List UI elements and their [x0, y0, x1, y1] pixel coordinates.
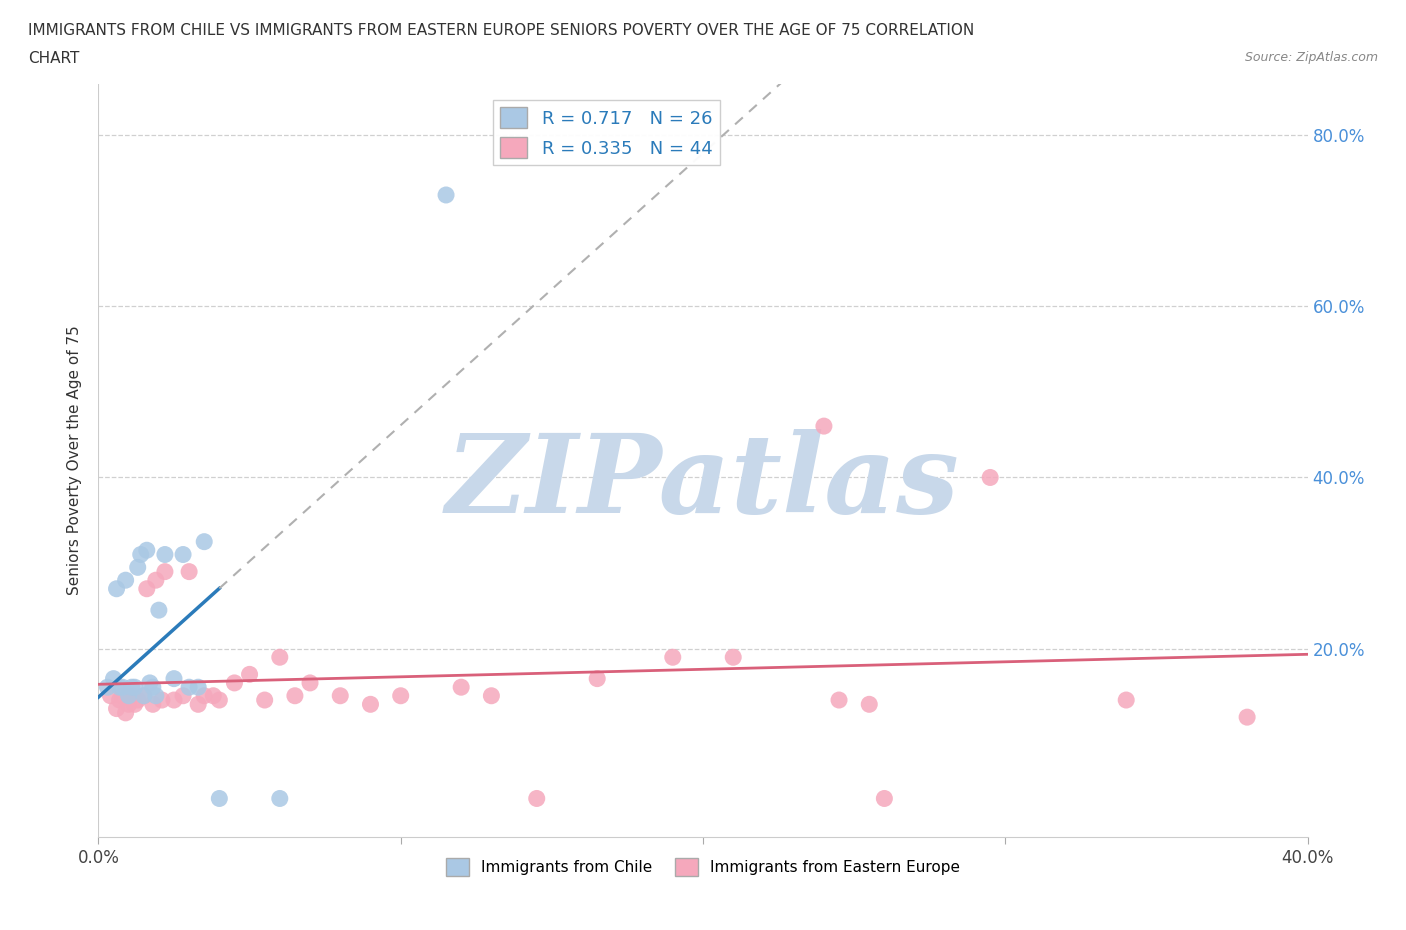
Point	[187, 697, 209, 711]
Point	[108, 693, 131, 708]
Point	[172, 688, 194, 703]
Point	[114, 573, 136, 588]
Point	[172, 547, 194, 562]
Point	[269, 650, 291, 665]
Point	[434, 188, 457, 203]
Point	[145, 573, 167, 588]
Point	[299, 675, 322, 690]
Point	[148, 603, 170, 618]
Point	[389, 688, 412, 703]
Point	[135, 581, 157, 596]
Point	[96, 680, 118, 695]
Point	[111, 680, 134, 695]
Point	[208, 693, 231, 708]
Point	[723, 650, 745, 665]
Point	[121, 680, 143, 695]
Point	[1115, 693, 1137, 708]
Point	[132, 688, 155, 703]
Point	[858, 697, 880, 711]
Point	[145, 688, 167, 703]
Point	[873, 791, 896, 806]
Point	[127, 560, 149, 575]
Point	[193, 688, 215, 703]
Point	[526, 791, 548, 806]
Point	[105, 581, 128, 596]
Point	[187, 680, 209, 695]
Point	[142, 680, 165, 695]
Point	[360, 697, 382, 711]
Text: ZIPatlas: ZIPatlas	[446, 430, 960, 537]
Point	[224, 675, 246, 690]
Point	[179, 565, 201, 579]
Y-axis label: Seniors Poverty Over the Age of 75: Seniors Poverty Over the Age of 75	[67, 326, 83, 595]
Point	[239, 667, 262, 682]
Point	[813, 418, 835, 433]
Point	[163, 671, 186, 686]
Point	[142, 697, 165, 711]
Point	[129, 547, 152, 562]
Point	[105, 701, 128, 716]
Point	[329, 688, 352, 703]
Point	[202, 688, 225, 703]
Point	[118, 697, 141, 711]
Point	[132, 688, 155, 703]
Point	[661, 650, 683, 665]
Point	[127, 693, 149, 708]
Point	[114, 706, 136, 721]
Point	[103, 671, 125, 686]
Text: Source: ZipAtlas.com: Source: ZipAtlas.com	[1244, 51, 1378, 64]
Point	[828, 693, 851, 708]
Point	[153, 565, 176, 579]
Point	[1236, 710, 1258, 724]
Point	[979, 470, 1001, 485]
Point	[163, 693, 186, 708]
Point	[100, 688, 122, 703]
Point	[139, 675, 162, 690]
Point	[284, 688, 307, 703]
Point	[153, 547, 176, 562]
Point	[111, 688, 134, 703]
Point	[135, 543, 157, 558]
Point	[150, 693, 173, 708]
Point	[193, 534, 215, 549]
Point	[253, 693, 276, 708]
Text: CHART: CHART	[28, 51, 80, 66]
Point	[586, 671, 609, 686]
Point	[179, 680, 201, 695]
Point	[118, 688, 141, 703]
Point	[124, 680, 146, 695]
Point	[124, 697, 146, 711]
Legend: Immigrants from Chile, Immigrants from Eastern Europe: Immigrants from Chile, Immigrants from E…	[440, 852, 966, 882]
Point	[269, 791, 291, 806]
Point	[450, 680, 472, 695]
Text: IMMIGRANTS FROM CHILE VS IMMIGRANTS FROM EASTERN EUROPE SENIORS POVERTY OVER THE: IMMIGRANTS FROM CHILE VS IMMIGRANTS FROM…	[28, 23, 974, 38]
Point	[108, 680, 131, 695]
Point	[481, 688, 503, 703]
Point	[208, 791, 231, 806]
Point	[121, 688, 143, 703]
